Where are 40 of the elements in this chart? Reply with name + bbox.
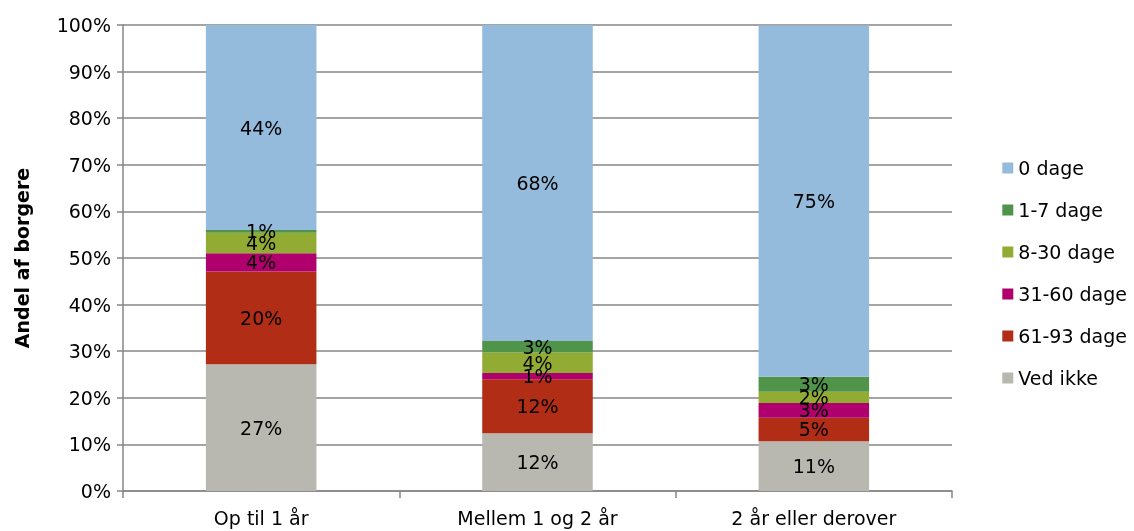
y-tick-label: 80% <box>68 107 111 130</box>
y-tick-label: 0% <box>80 480 111 502</box>
bar <box>205 271 317 365</box>
data-label: 20% <box>240 306 283 329</box>
data-label: 12% <box>516 451 559 474</box>
x-tick-label: Op til 1 år <box>213 506 309 529</box>
data-label: 75% <box>792 190 835 213</box>
bar <box>482 433 593 491</box>
bar <box>205 364 317 491</box>
legend-label: 0 dage <box>1018 157 1084 179</box>
y-tick-label: 90% <box>68 60 111 83</box>
bar <box>482 340 593 353</box>
y-tick-label: 10% <box>68 433 111 456</box>
legend-label: 31-60 dage <box>1018 283 1127 305</box>
bar <box>758 25 870 377</box>
y-tick-label: 30% <box>68 340 111 363</box>
bar <box>205 253 317 272</box>
y-tick-label: 40% <box>68 293 111 316</box>
x-tick-label: 2 år eller derover <box>731 506 897 529</box>
bar <box>758 441 870 491</box>
y-tick-label: 50% <box>68 247 111 269</box>
y-axis-title: Andel af borgere <box>10 167 33 349</box>
y-tick-label: 70% <box>68 153 111 176</box>
data-label: 5% <box>798 418 829 441</box>
legend-label: 61-93 dage <box>1018 325 1127 347</box>
legend-label: 1-7 dage <box>1018 199 1103 221</box>
legend-label: Ved ikke <box>1018 367 1098 389</box>
data-label: 44% <box>240 116 283 139</box>
legend-label: 8-30 dage <box>1018 241 1115 263</box>
data-label: 12% <box>516 395 559 418</box>
data-label: 27% <box>240 416 283 439</box>
y-tick-label: 60% <box>68 200 111 223</box>
data-label: 4% <box>246 251 277 274</box>
x-tick-label: Mellem 1 og 2 år <box>457 506 618 529</box>
y-tick-label: 100% <box>56 14 111 36</box>
bar <box>758 417 870 442</box>
data-label: 11% <box>792 455 835 478</box>
data-label: 68% <box>516 171 559 194</box>
bar <box>482 25 593 341</box>
y-tick-label: 20% <box>68 386 111 409</box>
